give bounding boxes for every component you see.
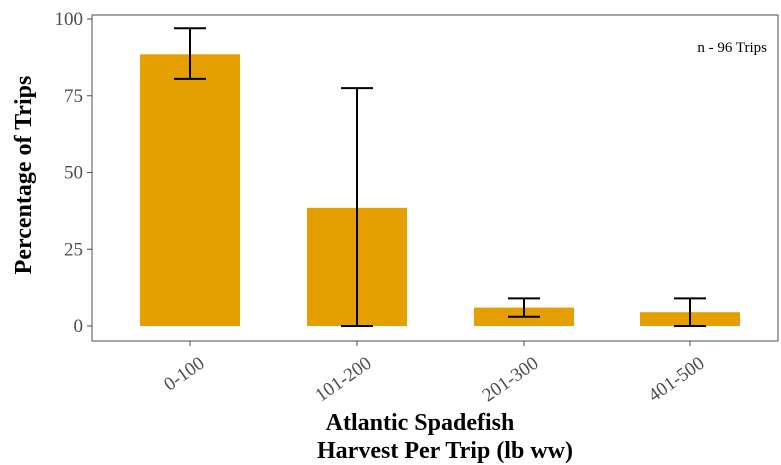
- y-tick-label: 0: [74, 316, 84, 337]
- y-axis-title: Percentage of Trips: [11, 76, 37, 275]
- error-bars-layer: [174, 27, 706, 327]
- y-axis: 0 25 50 75 100: [55, 9, 92, 337]
- y-tick-label: 75: [64, 86, 83, 107]
- bar-0-100: [140, 54, 240, 327]
- x-tick-label-0-100: 0-100: [160, 353, 208, 396]
- x-tick-label-201-300: 201-300: [479, 353, 543, 407]
- plot-panel-border: [91, 14, 779, 342]
- x-tick-label-401-500: 401-500: [645, 353, 709, 407]
- error-bar-201-300: [508, 297, 540, 318]
- error-bar-401-500: [674, 297, 706, 327]
- error-bar-0-100: [174, 27, 206, 80]
- x-axis-title-line-1: Atlantic Spadefish: [326, 410, 515, 436]
- x-axis: 0-100 101-200 201-300 401-500: [160, 341, 708, 406]
- error-bar-101-200: [341, 87, 373, 327]
- y-tick-label: 100: [55, 9, 84, 30]
- bars-layer: [140, 54, 740, 327]
- sample-size-annotation: n - 96 Trips: [697, 40, 767, 56]
- x-axis-title-line-2: Harvest Per Trip (lb ww): [317, 438, 573, 464]
- y-tick-label: 50: [64, 163, 83, 184]
- x-tick-label-101-200: 101-200: [312, 353, 376, 407]
- y-tick-label: 25: [64, 239, 83, 260]
